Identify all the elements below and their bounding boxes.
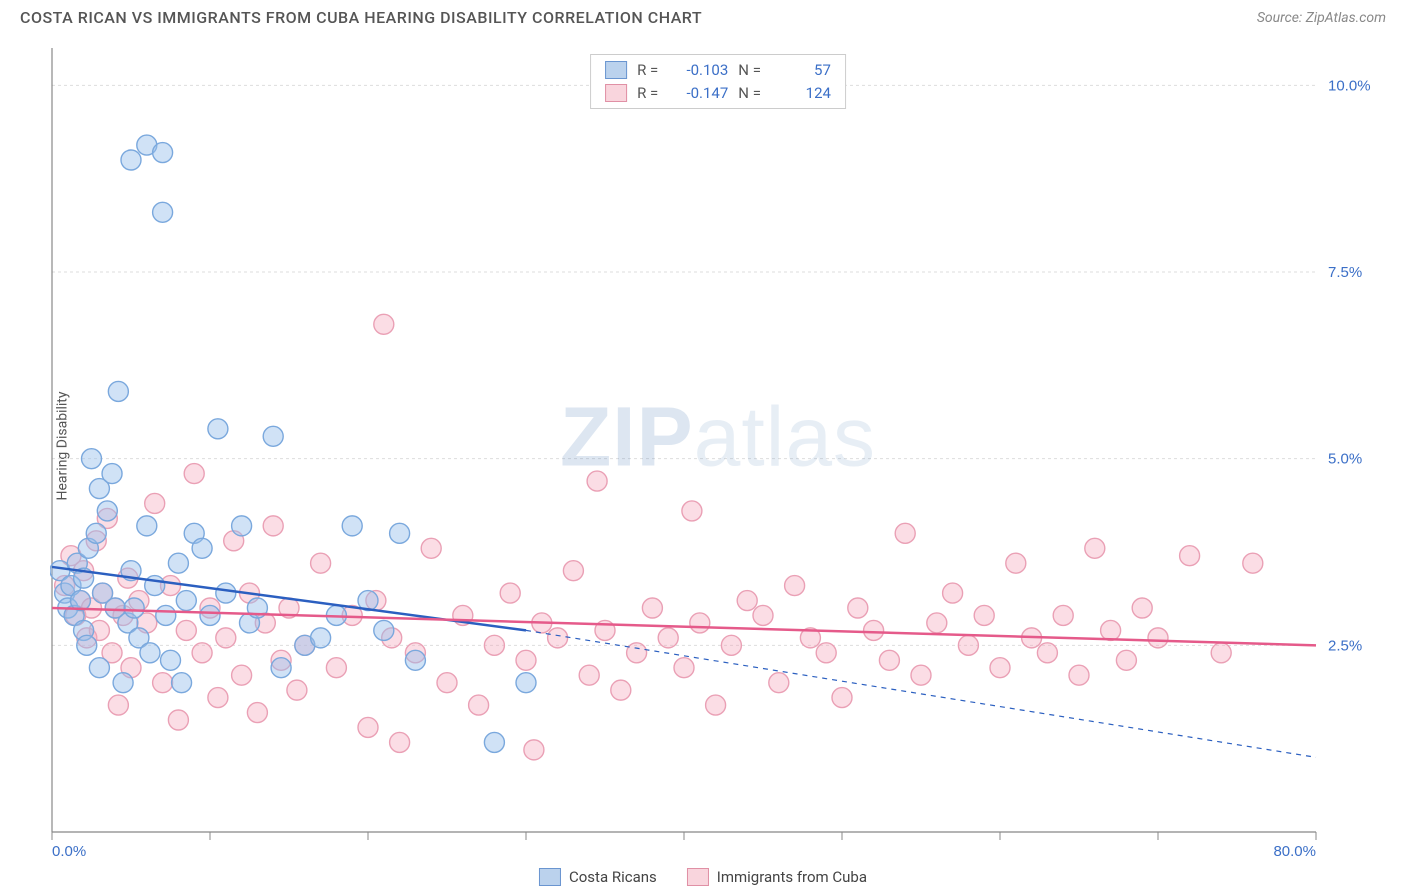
n-label-2: N = — [738, 82, 761, 105]
n-value-1: 57 — [771, 59, 831, 82]
source-attribution: Source: ZipAtlas.com — [1257, 10, 1386, 26]
correlation-row-1: R = -0.103 N = 57 — [605, 59, 831, 82]
chart-container: 2.5%5.0%7.5%10.0%0.0%80.0% ZIPatlas R = … — [50, 44, 1386, 862]
legend-item-2: Immigrants from Cuba — [687, 868, 867, 886]
legend-swatch-blue-bottom — [539, 868, 561, 886]
correlation-legend: R = -0.103 N = 57 R = -0.147 N = 124 — [590, 54, 846, 109]
legend-swatch-blue — [605, 61, 627, 79]
svg-text:2.5%: 2.5% — [1328, 637, 1362, 654]
r-label-2: R = — [637, 82, 658, 105]
svg-text:5.0%: 5.0% — [1328, 451, 1362, 468]
chart-title: COSTA RICAN VS IMMIGRANTS FROM CUBA HEAR… — [20, 8, 702, 27]
svg-text:10.0%: 10.0% — [1328, 77, 1371, 94]
legend-label-2: Immigrants from Cuba — [717, 868, 867, 886]
correlation-row-2: R = -0.147 N = 124 — [605, 82, 831, 105]
legend-swatch-pink — [605, 84, 627, 102]
svg-text:80.0%: 80.0% — [1273, 843, 1316, 860]
legend-swatch-pink-bottom — [687, 868, 709, 886]
legend-label-1: Costa Ricans — [569, 868, 657, 886]
r-value-2: -0.147 — [668, 82, 728, 105]
svg-text:7.5%: 7.5% — [1328, 264, 1362, 281]
scatter-plot: 2.5% 5.0% 7.5% 10.0% 0.0% 80.0% — [50, 44, 1386, 862]
r-value-1: -0.103 — [668, 59, 728, 82]
legend-item-1: Costa Ricans — [539, 868, 657, 886]
n-label: N = — [738, 59, 761, 82]
bottom-legend: Costa Ricans Immigrants from Cuba — [539, 868, 867, 886]
n-value-2: 124 — [771, 82, 831, 105]
svg-text:0.0%: 0.0% — [52, 843, 86, 860]
r-label: R = — [637, 59, 658, 82]
